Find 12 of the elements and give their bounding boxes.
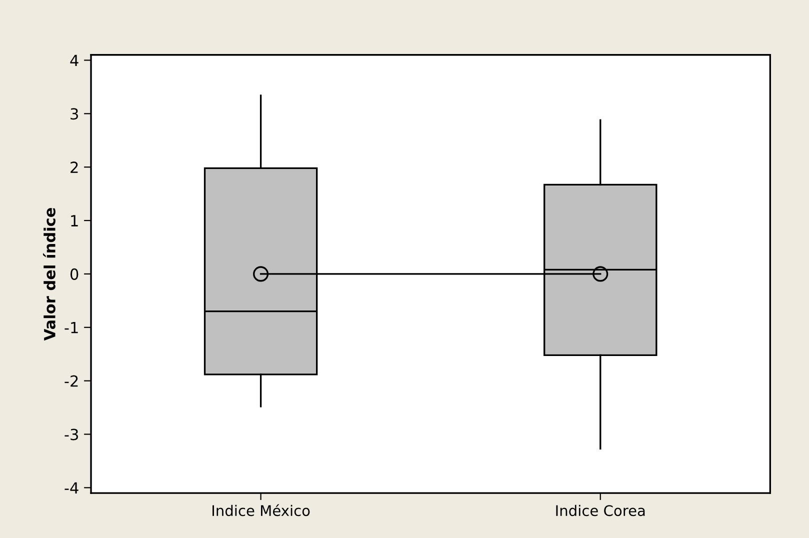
x-tick-label: Indice México xyxy=(212,504,310,516)
y-tick-label: 3 xyxy=(70,108,78,120)
y-axis-title: Valor del índice xyxy=(43,208,56,341)
y-tick-label: 1 xyxy=(71,215,78,226)
y-tick-label: -4 xyxy=(64,482,78,494)
y-tick-label: 0 xyxy=(70,268,78,280)
y-tick-label: -1 xyxy=(64,322,78,334)
y-tick-label: -3 xyxy=(64,428,78,440)
y-tick-label: 2 xyxy=(70,162,78,173)
x-tick-label: Indice Corea xyxy=(556,504,645,516)
y-tick-label: -2 xyxy=(64,375,78,387)
y-tick-label: 4 xyxy=(70,54,78,66)
